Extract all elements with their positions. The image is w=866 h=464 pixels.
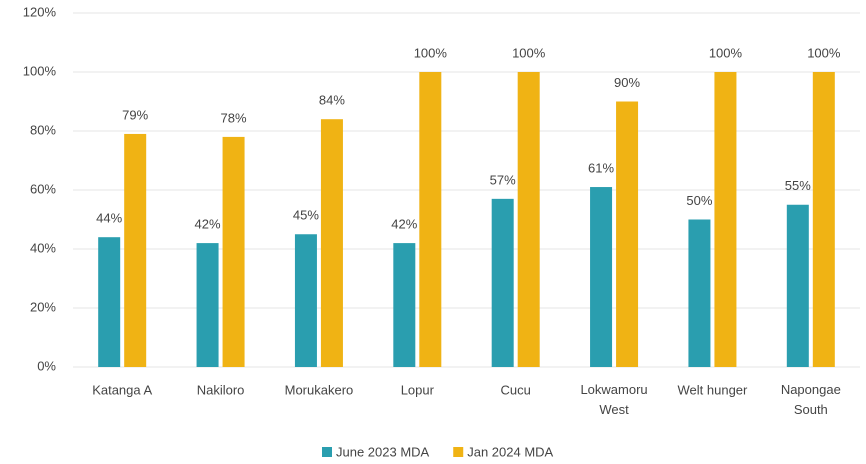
- value-label: 61%: [588, 160, 614, 175]
- bar: [419, 72, 442, 367]
- value-label: 45%: [293, 208, 319, 223]
- bar: [98, 237, 121, 367]
- bar: [222, 136, 245, 367]
- value-label: 57%: [490, 172, 516, 187]
- value-label: 90%: [614, 75, 640, 90]
- y-tick-label: 0%: [37, 358, 56, 373]
- y-tick-label: 40%: [30, 240, 56, 255]
- bar: [812, 72, 835, 367]
- bar: [616, 101, 639, 367]
- bar: [590, 187, 613, 367]
- legend-label: Jan 2024 MDA: [467, 444, 553, 459]
- y-tick-label: 60%: [30, 181, 56, 196]
- legend-swatch: [453, 447, 464, 457]
- x-tick-label: Lopur: [401, 382, 435, 397]
- y-tick-label: 100%: [23, 63, 57, 78]
- x-tick-label: Nakiloro: [197, 382, 245, 397]
- bar: [786, 204, 809, 367]
- x-tick-label: Welt hunger: [678, 382, 749, 397]
- value-label: 50%: [686, 193, 712, 208]
- bar: [320, 119, 343, 367]
- value-label: 100%: [807, 45, 841, 60]
- x-tick-label: Napongae South: [781, 382, 841, 417]
- value-label: 79%: [122, 107, 148, 122]
- value-label: 42%: [195, 217, 221, 232]
- bar: [196, 243, 219, 367]
- y-tick-label: 80%: [30, 122, 56, 137]
- value-label: 84%: [319, 93, 345, 108]
- value-label: 42%: [391, 217, 417, 232]
- legend-label: June 2023 MDA: [336, 444, 430, 459]
- value-label: 100%: [512, 45, 546, 60]
- value-label: 44%: [96, 211, 122, 226]
- y-tick-label: 120%: [23, 4, 57, 19]
- x-tick-label: Lokwamoru West: [580, 382, 647, 417]
- bar: [294, 234, 317, 367]
- bar: [688, 219, 711, 367]
- value-label: 100%: [414, 45, 448, 60]
- x-tick-label: Katanga A: [92, 382, 152, 397]
- bar: [393, 243, 416, 367]
- legend-swatch: [322, 447, 332, 457]
- value-label: 55%: [785, 178, 811, 193]
- x-tick-label: Cucu: [501, 382, 531, 397]
- bar: [714, 72, 737, 367]
- y-tick-label: 20%: [30, 299, 56, 314]
- bar: [124, 133, 147, 367]
- x-tick-label: Morukakero: [285, 382, 354, 397]
- bar: [517, 72, 540, 367]
- value-label: 78%: [221, 110, 247, 125]
- bar: [491, 198, 514, 367]
- value-label: 100%: [709, 45, 743, 60]
